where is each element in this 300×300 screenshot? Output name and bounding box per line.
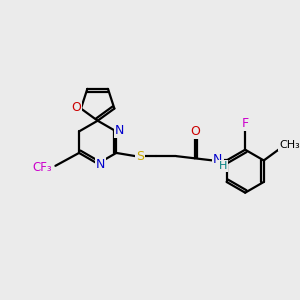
Text: S: S <box>136 150 145 163</box>
Text: CH₃: CH₃ <box>279 140 300 150</box>
Text: CF₃: CF₃ <box>32 161 52 174</box>
Text: H: H <box>218 161 227 171</box>
Text: F: F <box>242 117 249 130</box>
Text: N: N <box>115 124 124 137</box>
Text: O: O <box>71 101 81 114</box>
Text: O: O <box>190 124 200 138</box>
Text: N: N <box>213 153 223 166</box>
Text: N: N <box>96 158 105 171</box>
